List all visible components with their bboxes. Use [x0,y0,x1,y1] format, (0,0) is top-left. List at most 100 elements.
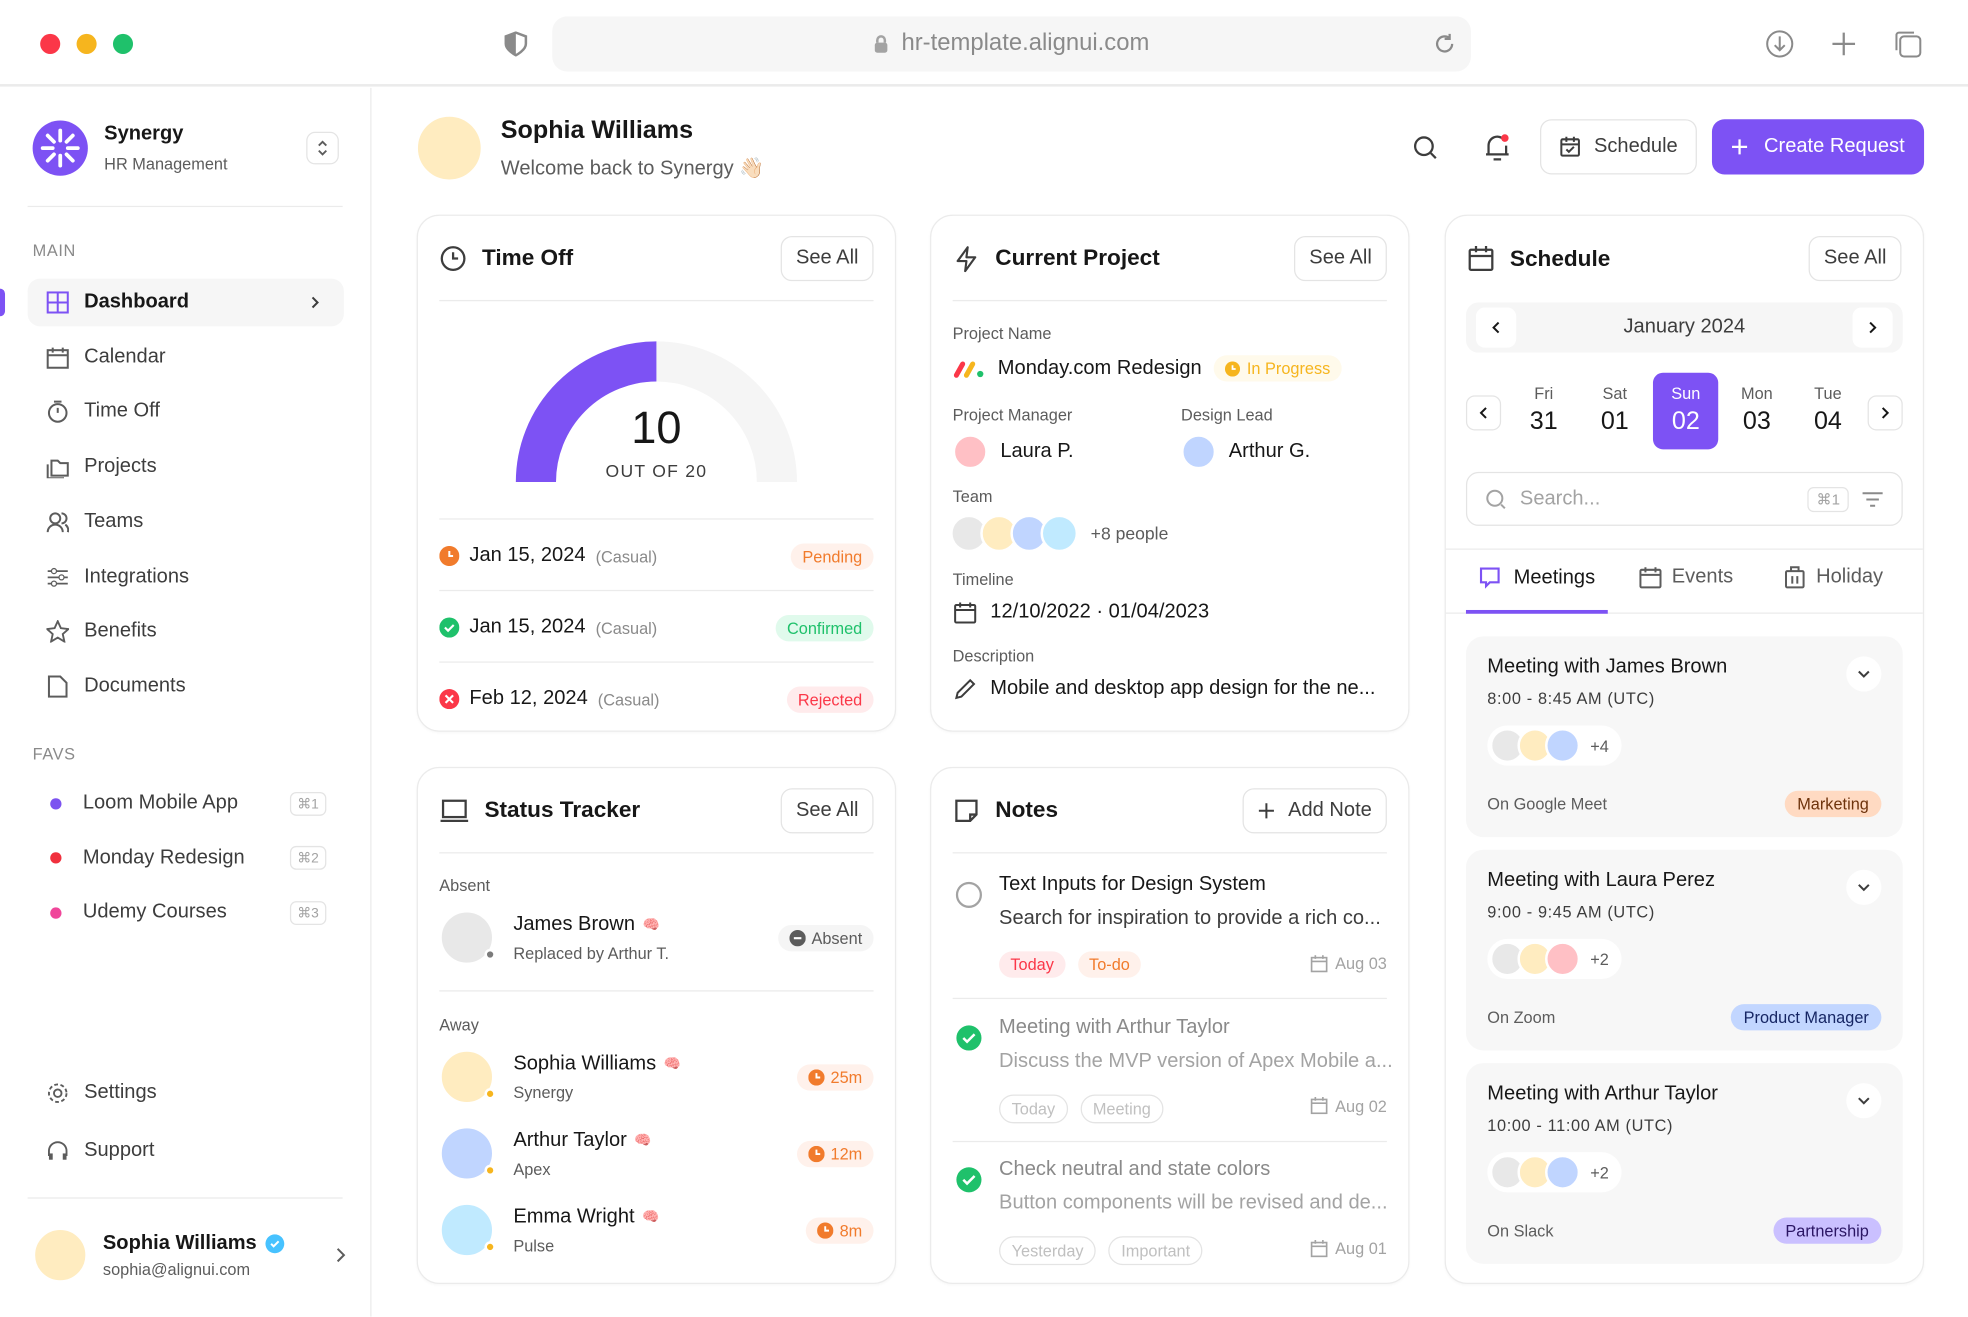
laptop-icon [440,798,469,822]
workspace-switcher-button[interactable] [306,131,339,165]
status-row[interactable]: Sophia Williams 🧠 Synergy 25m [439,1049,874,1105]
close-window-button[interactable] [40,33,61,54]
description-value: Mobile and desktop app design for the ne… [990,677,1376,700]
sidebar-item-calendar[interactable]: Calendar [28,333,344,381]
meeting-item[interactable]: Meeting with James Brown 8:00 - 8:45 AM … [1465,636,1903,838]
fav-item[interactable]: Loom Mobile App ⌘1 [28,779,344,827]
status-badge: Rejected [786,685,874,713]
meeting-item[interactable]: Meeting with Arthur Taylor 10:00 - 11:00… [1465,1063,1903,1264]
chevron-right-icon [1869,321,1877,334]
day-tue[interactable]: Tue 04 [1795,373,1860,450]
day-fri[interactable]: Fri 31 [1511,373,1576,450]
add-note-button[interactable]: Add Note [1242,787,1387,833]
note-item[interactable]: Check neutral and state colors Button co… [953,1158,1388,1284]
sidebar-item-teams[interactable]: Teams [28,498,344,546]
note-date: Aug 01 [1335,1238,1387,1258]
fav-item[interactable]: Monday Redesign ⌘2 [28,834,344,882]
previous-month-button[interactable] [1475,307,1517,348]
reload-icon[interactable] [1433,33,1456,56]
brain-icon: 🧠 [663,1056,681,1072]
expand-meeting-button[interactable] [1846,1083,1882,1119]
status-row[interactable]: James Brown 🧠 Replaced by Arthur T. Absent [439,909,874,966]
expand-meeting-button[interactable] [1846,869,1882,905]
user-profile-button[interactable]: Sophia Williams sophia@alignui.com [32,1227,347,1283]
notification-bell-icon[interactable] [1484,133,1512,163]
sidebar-item-time-off[interactable]: Time Off [28,388,344,436]
schedule-search-input[interactable]: Search... ⌘1 [1465,471,1903,526]
month-label: January 2024 [1623,316,1746,338]
check-circle-icon[interactable] [955,1024,983,1052]
day-mon[interactable]: Mon 03 [1724,373,1789,450]
sidebar-item-support[interactable]: Support [28,1127,344,1175]
calendar-icon [1310,954,1328,972]
time-off-item[interactable]: Feb 12, 2024 (Casual) Rejected [439,680,874,718]
next-days-button[interactable] [1867,395,1903,431]
expand-meeting-button[interactable] [1846,656,1882,692]
see-all-button[interactable]: See All [780,787,874,833]
brain-icon: 🧠 [642,917,660,933]
see-all-button[interactable]: See All [780,235,874,281]
create-request-button[interactable]: Create Request [1711,119,1925,175]
description-label: Description [952,646,1035,666]
sliders-icon [47,567,68,587]
search-placeholder: Search... [1519,487,1601,509]
status-row[interactable]: Emma Wright 🧠 Pulse 8m [439,1202,874,1258]
check-circle-icon[interactable] [955,1166,983,1194]
previous-days-button[interactable] [1465,395,1502,431]
schedule-button[interactable]: Schedule [1540,119,1697,175]
team-more-count[interactable]: +8 people [1090,523,1169,544]
clock-icon [1225,360,1241,376]
tab-events[interactable]: Events [1639,566,1733,589]
sidebar-item-dashboard[interactable]: Dashboard [27,278,344,327]
time-off-type: (Casual) [595,618,658,637]
chevron-right-icon [1881,407,1890,419]
card-title: Time Off [481,244,574,270]
meeting-item[interactable]: Meeting with Laura Perez 9:00 - 9:45 AM … [1465,849,1903,1051]
time-off-item[interactable]: Jan 15, 2024 (Casual) Confirmed [439,609,874,647]
minimize-window-button[interactable] [76,33,97,54]
more-attendees: +4 [1590,736,1609,755]
note-description: Button components will be revised and de… [999,1192,1388,1214]
next-month-button[interactable] [1852,307,1893,348]
tab-meetings[interactable]: Meetings [1479,566,1595,591]
time-off-item[interactable]: Jan 15, 2024 (Casual) Pending [439,537,874,575]
weekday-label: Fri [1534,384,1554,403]
fav-item[interactable]: Udemy Courses ⌘3 [28,889,344,937]
meeting-title: Meeting with Arthur Taylor [1487,1083,1718,1105]
note-tag: Yesterday [999,1236,1097,1266]
new-tab-icon[interactable] [1830,30,1858,58]
workspace-subtitle: HR Management [104,154,228,174]
sidebar-item-integrations[interactable]: Integrations [28,553,344,601]
sidebar-item-label: Time Off [84,400,160,423]
sidebar-item-label: Projects [84,455,157,478]
see-all-button[interactable]: See All [1808,235,1902,282]
team-label: Team [952,486,993,506]
calendar-icon [1639,567,1662,589]
note-description: Discuss the MVP version of Apex Mobile a… [999,1049,1393,1072]
tab-holiday[interactable]: Holiday [1783,566,1883,589]
download-icon[interactable] [1765,29,1795,59]
sidebar-item-projects[interactable]: Projects [28,443,344,491]
month-selector: January 2024 [1465,302,1903,353]
maximize-window-button[interactable] [112,33,134,54]
sidebar-item-settings[interactable]: Settings [28,1069,344,1117]
note-item[interactable]: Meeting with Arthur Taylor Discuss the M… [953,1016,1393,1142]
sidebar-item-benefits[interactable]: Benefits [28,608,344,656]
search-icon[interactable] [1412,134,1440,162]
note-item[interactable]: Text Inputs for Design System Search for… [953,874,1387,1000]
sidebar-item-label: Calendar [84,346,166,368]
meeting-platform: On Slack [1487,1221,1554,1241]
status-row[interactable]: Arthur Taylor 🧠 Apex 12m [439,1125,874,1182]
empty-circle-icon[interactable] [955,881,983,909]
schedule-label: Schedule [1593,135,1678,157]
address-bar[interactable]: hr-template.alignui.com [552,16,1471,72]
fav-label: Loom Mobile App [82,791,239,814]
see-all-button[interactable]: See All [1294,235,1387,281]
tabs-overview-icon[interactable] [1893,29,1923,59]
avatar [1181,434,1217,470]
sidebar-item-documents[interactable]: Documents [28,663,344,711]
day-sat[interactable]: Sat 01 [1582,373,1647,450]
filter-icon[interactable] [1861,490,1884,508]
weekday-label: Mon [1741,384,1773,403]
day-sun[interactable]: Sun 02 [1653,372,1719,450]
